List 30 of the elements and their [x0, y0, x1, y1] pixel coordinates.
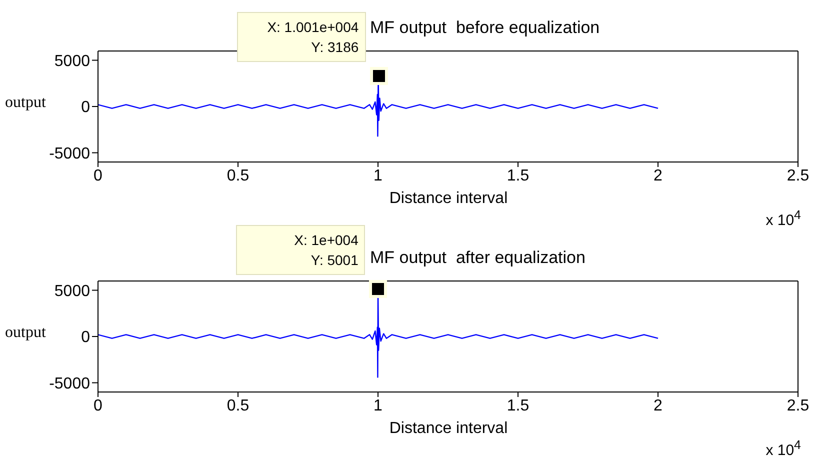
x-tick-label: 2.5: [786, 167, 810, 184]
x-tick-label: 0: [94, 397, 103, 414]
text: x 10$^{4}$: [766, 438, 801, 459]
y-tick-label: -5000: [49, 375, 90, 392]
annotation: X: 1e+004 Y: 5001: [293, 231, 358, 270]
y-tick-label: 5000: [54, 282, 90, 300]
x-tick-label: 1: [374, 167, 383, 184]
x-tick-label: 2: [654, 397, 663, 414]
y-axis-title: output: [5, 94, 46, 112]
annotation: X: 1.001e+004 Y: 3186: [266, 18, 359, 58]
x-tick-label: 1: [374, 397, 383, 414]
y-tick-label: 5000: [54, 52, 90, 70]
datatip-box: X: 1.001e+004 Y: 3186: [236, 12, 366, 62]
y-tick-label: -5000: [49, 145, 90, 162]
x-tick-label: 1.5: [506, 397, 530, 414]
x-tick-label: 1.5: [506, 167, 530, 184]
x-tick-label: 0.5: [226, 397, 250, 414]
x-axis-title: Distance interval: [388, 420, 509, 438]
x-axis-title: Distance interval: [388, 190, 509, 208]
x-tick-label: 0: [94, 167, 103, 184]
x-tick-label: 2.5: [786, 397, 810, 414]
x-tick-label: 0.5: [226, 167, 250, 184]
y-tick-label: 0: [81, 99, 90, 116]
chart-title: MF output before equalization: [370, 18, 600, 38]
chart-title: MF output after equalization: [370, 248, 586, 268]
x-tick-label: 2: [654, 167, 663, 184]
datatip-box: X: 1e+004 Y: 5001: [236, 225, 366, 276]
y-axis-title: output: [5, 324, 46, 342]
text: x 10$^{4}$: [766, 208, 801, 229]
y-tick-label: 0: [81, 329, 90, 346]
